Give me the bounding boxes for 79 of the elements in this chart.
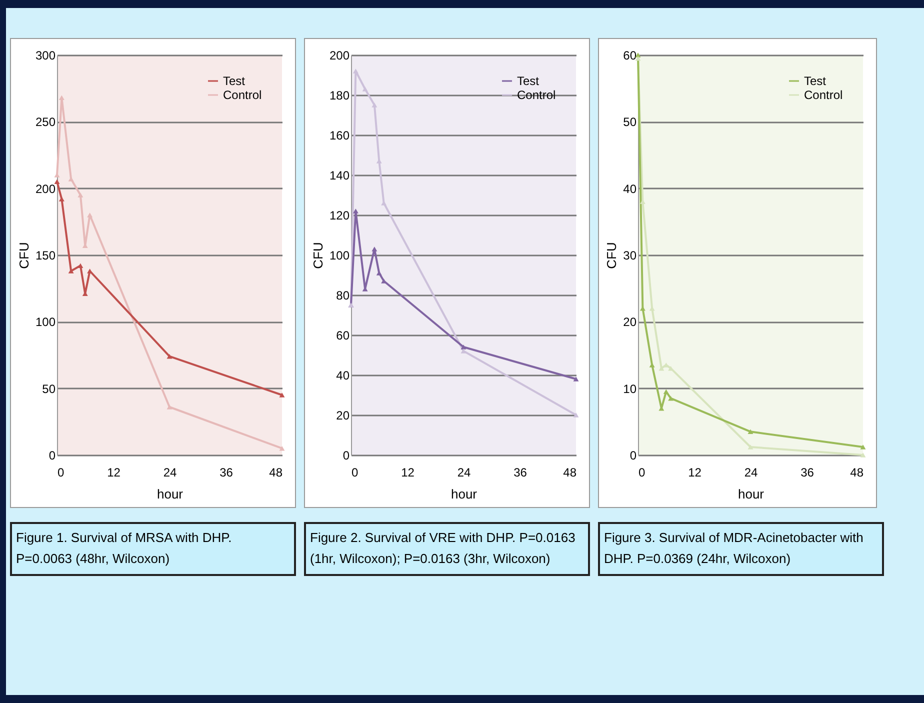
x-tick-label: 0: [352, 466, 358, 480]
x-tick-label: 12: [688, 466, 702, 480]
x-tick-label: 48: [850, 466, 864, 480]
caption: Figure 3. Survival of MDR-Acinetobacter with DHP. P=0.0369 (24hr, Wilcoxon): [598, 522, 884, 576]
y-tick-label: 180: [329, 88, 350, 102]
point: [352, 68, 358, 74]
x-axis-title: hour: [738, 486, 765, 502]
point: [748, 429, 754, 434]
y-tick-label: 80: [336, 288, 350, 302]
legend-label: Control: [517, 88, 556, 102]
y-tick-label: 60: [336, 328, 350, 342]
legend-label: Test: [223, 74, 246, 88]
y-tick-label: 50: [623, 115, 637, 130]
x-axis-title: hour: [450, 486, 478, 502]
point: [362, 86, 368, 92]
y-tick-label: 0: [630, 448, 637, 462]
point: [58, 196, 64, 202]
y-tick-label: 140: [329, 168, 350, 182]
y-tick-label: 50: [42, 382, 56, 396]
caption: Figure 1. Survival of MRSA with DHP. P=0.0063 (48hr, Wilcoxon): [10, 522, 296, 576]
point: [352, 208, 358, 214]
x-tick-label: 48: [563, 466, 577, 480]
x-tick-label: 48: [269, 466, 283, 480]
y-tick-label: 100: [35, 315, 56, 330]
y-tick-label: 200: [35, 182, 56, 196]
point: [460, 344, 466, 350]
legend-label: Control: [804, 88, 843, 102]
point: [860, 452, 866, 458]
x-tick-label: 24: [457, 466, 471, 480]
caption: Figure 2. Survival of VRE with DHP. P=0.0163 (1hr, Wilcoxon); P=0.0163 (3hr, Wilcoxon): [304, 522, 590, 576]
x-tick-label: 36: [800, 466, 814, 480]
point: [860, 444, 866, 450]
y-tick-label: 60: [623, 48, 637, 62]
x-tick-label: 12: [107, 466, 121, 480]
y-tick-label: 20: [336, 408, 350, 422]
x-tick-label: 0: [58, 466, 64, 480]
y-axis-title: CFU: [604, 242, 620, 269]
y-tick-label: 40: [336, 368, 350, 382]
point: [279, 392, 285, 398]
y-tick-label: 160: [329, 128, 350, 142]
x-tick-label: 12: [401, 466, 415, 480]
point: [573, 376, 579, 382]
x-axis-title: hour: [156, 486, 184, 502]
y-tick-label: 30: [623, 248, 637, 262]
y-tick-label: 200: [329, 48, 350, 62]
y-tick-label: 40: [623, 182, 637, 196]
point: [58, 95, 64, 100]
legend-label: Test: [517, 74, 540, 88]
legend-label: Control: [223, 88, 262, 102]
point: [279, 446, 285, 451]
x-tick-label: 24: [163, 466, 177, 480]
point: [663, 389, 669, 394]
legend-label: Test: [804, 74, 827, 88]
x-tick-label: 36: [514, 466, 528, 480]
point: [668, 396, 674, 401]
y-tick-label: 250: [35, 115, 56, 130]
y-tick-label: 0: [48, 448, 56, 462]
y-axis-title: CFU: [16, 242, 32, 269]
point: [87, 212, 93, 218]
y-tick-label: 100: [329, 248, 350, 262]
y-tick-label: 120: [329, 208, 350, 222]
y-axis-title: CFU: [310, 242, 326, 269]
point: [573, 412, 579, 418]
x-tick-label: 24: [744, 466, 758, 480]
point: [78, 192, 84, 198]
point: [78, 263, 84, 268]
y-tick-label: 300: [35, 48, 56, 62]
point: [166, 354, 172, 359]
y-tick-label: 20: [623, 315, 637, 330]
y-tick-label: 150: [35, 248, 56, 262]
x-tick-label: 36: [220, 466, 234, 480]
x-tick-label: 0: [638, 466, 646, 480]
y-tick-label: 0: [342, 448, 350, 462]
point: [372, 246, 378, 252]
point: [54, 179, 60, 184]
y-tick-label: 10: [623, 382, 637, 396]
point: [372, 102, 378, 108]
point: [748, 444, 754, 450]
point: [166, 404, 172, 410]
